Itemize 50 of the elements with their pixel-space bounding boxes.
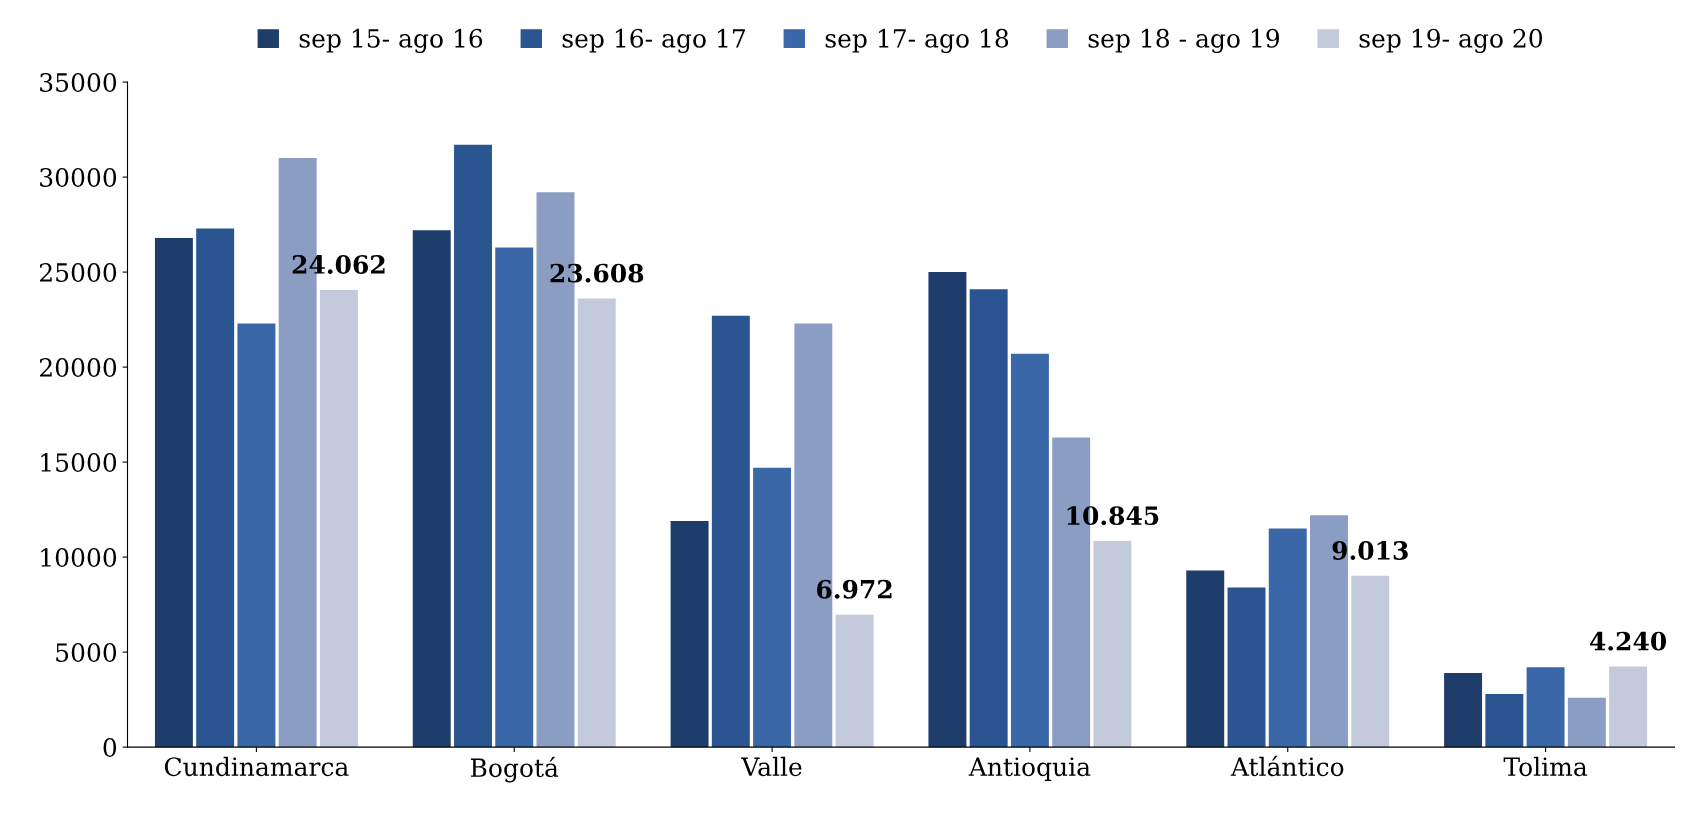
data-label: 6.972 [817, 579, 892, 599]
y-tick-label: 15000 [41, 453, 117, 472]
bar [835, 614, 874, 748]
bar [969, 289, 1008, 748]
bar [1010, 353, 1049, 748]
bar [1227, 587, 1266, 748]
legend-label: sep 15- ago 16 [299, 28, 483, 53]
bar [1093, 541, 1132, 748]
bar [154, 237, 193, 748]
bar [711, 315, 750, 748]
x-tick-label: Valle [741, 756, 802, 777]
y-tick-label: 10000 [41, 548, 117, 567]
x-tick-label: Antioquia [968, 757, 1091, 782]
bar [495, 247, 534, 748]
data-label: 24.062 [292, 255, 385, 274]
bar [1186, 570, 1225, 748]
data-label: 10.845 [1067, 506, 1159, 526]
bar [1526, 667, 1565, 748]
y-tick-label: 5000 [56, 643, 117, 662]
y-tick-label: 35000 [40, 73, 117, 92]
bar [196, 228, 235, 748]
bar [237, 323, 276, 748]
legend-label: sep 19- ago 20 [1359, 28, 1543, 53]
legend-label: sep 17- ago 18 [825, 28, 1009, 53]
bar [1609, 666, 1648, 748]
bar [1485, 693, 1524, 748]
bar [1567, 697, 1606, 748]
bar [670, 521, 709, 748]
legend-label: sep 18 - ago 19 [1088, 28, 1280, 53]
bar [412, 230, 451, 748]
bar [1268, 528, 1307, 748]
bar [577, 298, 616, 748]
x-tick-label: Bogotá [470, 756, 559, 783]
bar [454, 144, 492, 748]
data-label: 9.013 [1332, 541, 1408, 560]
bar [753, 467, 792, 748]
legend-label: sep 16- ago 17 [562, 28, 745, 53]
y-tick-label: 20000 [39, 358, 117, 377]
x-tick-label: Cundinamarca [164, 756, 349, 777]
y-tick-label: 30000 [40, 168, 117, 187]
bar [1444, 673, 1483, 748]
y-tick-label: 25000 [39, 263, 117, 282]
data-label: 4.240 [1589, 631, 1667, 651]
bar [928, 272, 967, 748]
bar [1351, 575, 1390, 748]
bar [319, 289, 358, 748]
x-tick-label: Tolima [1503, 756, 1588, 777]
data-label: 23.608 [550, 263, 644, 283]
y-tick-label: 0 [103, 738, 117, 757]
x-tick-label: Atlántico [1230, 755, 1344, 777]
